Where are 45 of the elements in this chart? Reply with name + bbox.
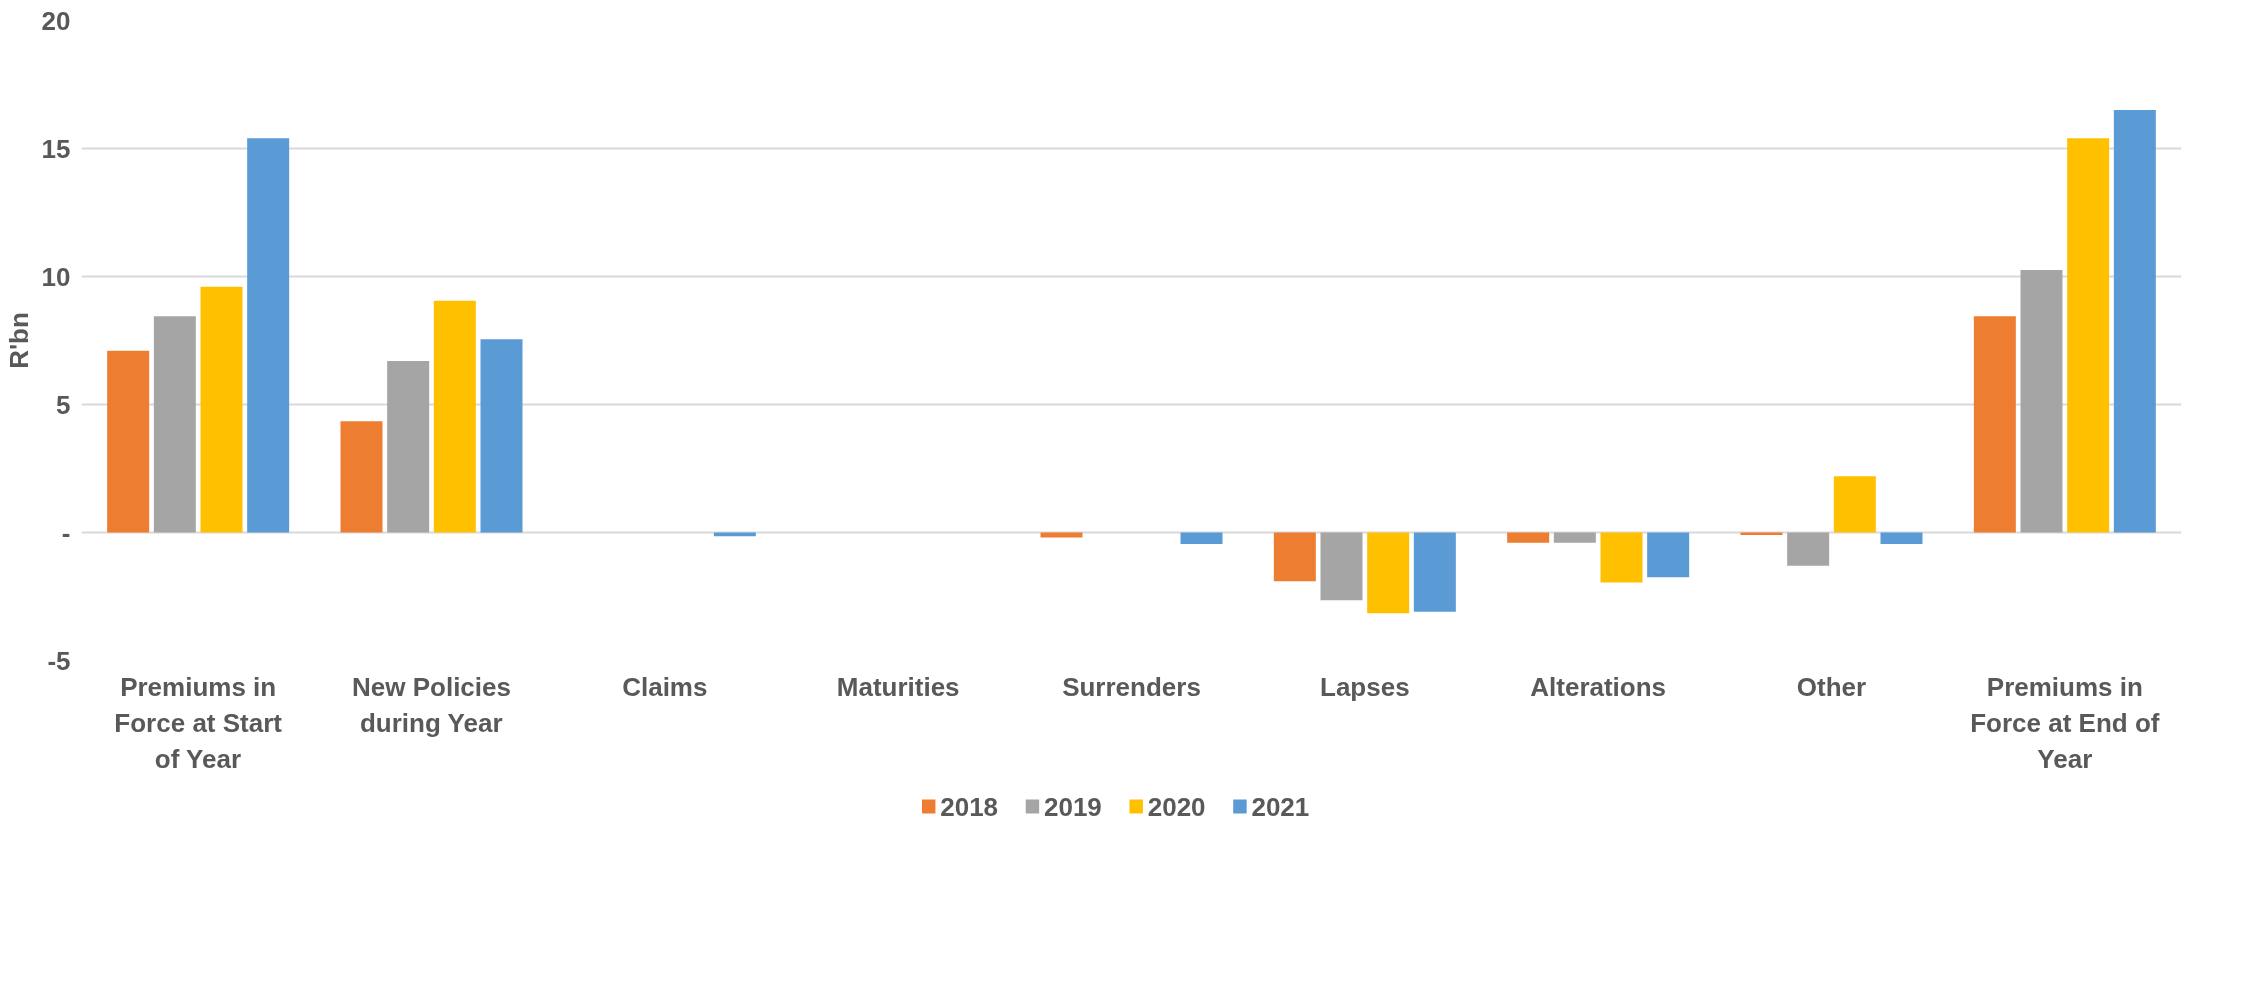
legend-label: 2020: [1147, 791, 1206, 822]
bar: [1507, 532, 1550, 543]
x-tick-label: Premiums in Force at End of Year: [1970, 671, 2160, 774]
y-tick-label: 20: [41, 5, 71, 36]
bar: [1320, 532, 1363, 601]
y-tick-label: 5: [56, 389, 71, 420]
x-tick-label: Surrenders: [1062, 671, 1201, 702]
bar: [1600, 532, 1643, 583]
x-tick-label: Lapses: [1320, 671, 1410, 702]
bar: [1273, 532, 1316, 582]
bar: [1647, 532, 1690, 578]
bar: [2020, 270, 2063, 533]
bar: [387, 360, 430, 533]
y-tick-label: 15: [41, 133, 71, 164]
bar: [107, 350, 150, 533]
bar: [433, 300, 476, 533]
bar: [2113, 110, 2156, 533]
x-tick-label: Claims: [622, 671, 708, 702]
x-tick-label: Maturities: [836, 671, 960, 702]
bar: [1833, 476, 1876, 533]
bar: [1553, 532, 1596, 543]
x-tick-label: Premiums in Force at Start of Year: [114, 671, 283, 774]
y-axis-title: R'bn: [3, 312, 34, 369]
bar: [340, 421, 383, 533]
y-tick-label: 10: [41, 261, 71, 292]
legend-label: 2019: [1043, 791, 1102, 822]
bar: [247, 138, 290, 533]
x-tick-label: Other: [1796, 671, 1867, 702]
legend-label: 2021: [1251, 791, 1310, 822]
bar: [2067, 138, 2110, 533]
bar: [1973, 316, 2016, 533]
x-tick-label: Alterations: [1530, 671, 1667, 702]
bar: [480, 339, 523, 533]
bar: [1880, 532, 1923, 545]
x-tick-label: New Policies during Year: [352, 671, 511, 738]
bar: [1787, 532, 1830, 566]
bar: [1413, 532, 1456, 612]
bar: [200, 286, 243, 533]
bar: [1040, 532, 1083, 538]
y-tick-label: -5: [47, 645, 71, 676]
bar: [1180, 532, 1223, 545]
legend-label: 2018: [940, 791, 999, 822]
bar: [1367, 532, 1410, 614]
y-tick-label: -: [61, 517, 71, 548]
bar: [153, 316, 196, 533]
